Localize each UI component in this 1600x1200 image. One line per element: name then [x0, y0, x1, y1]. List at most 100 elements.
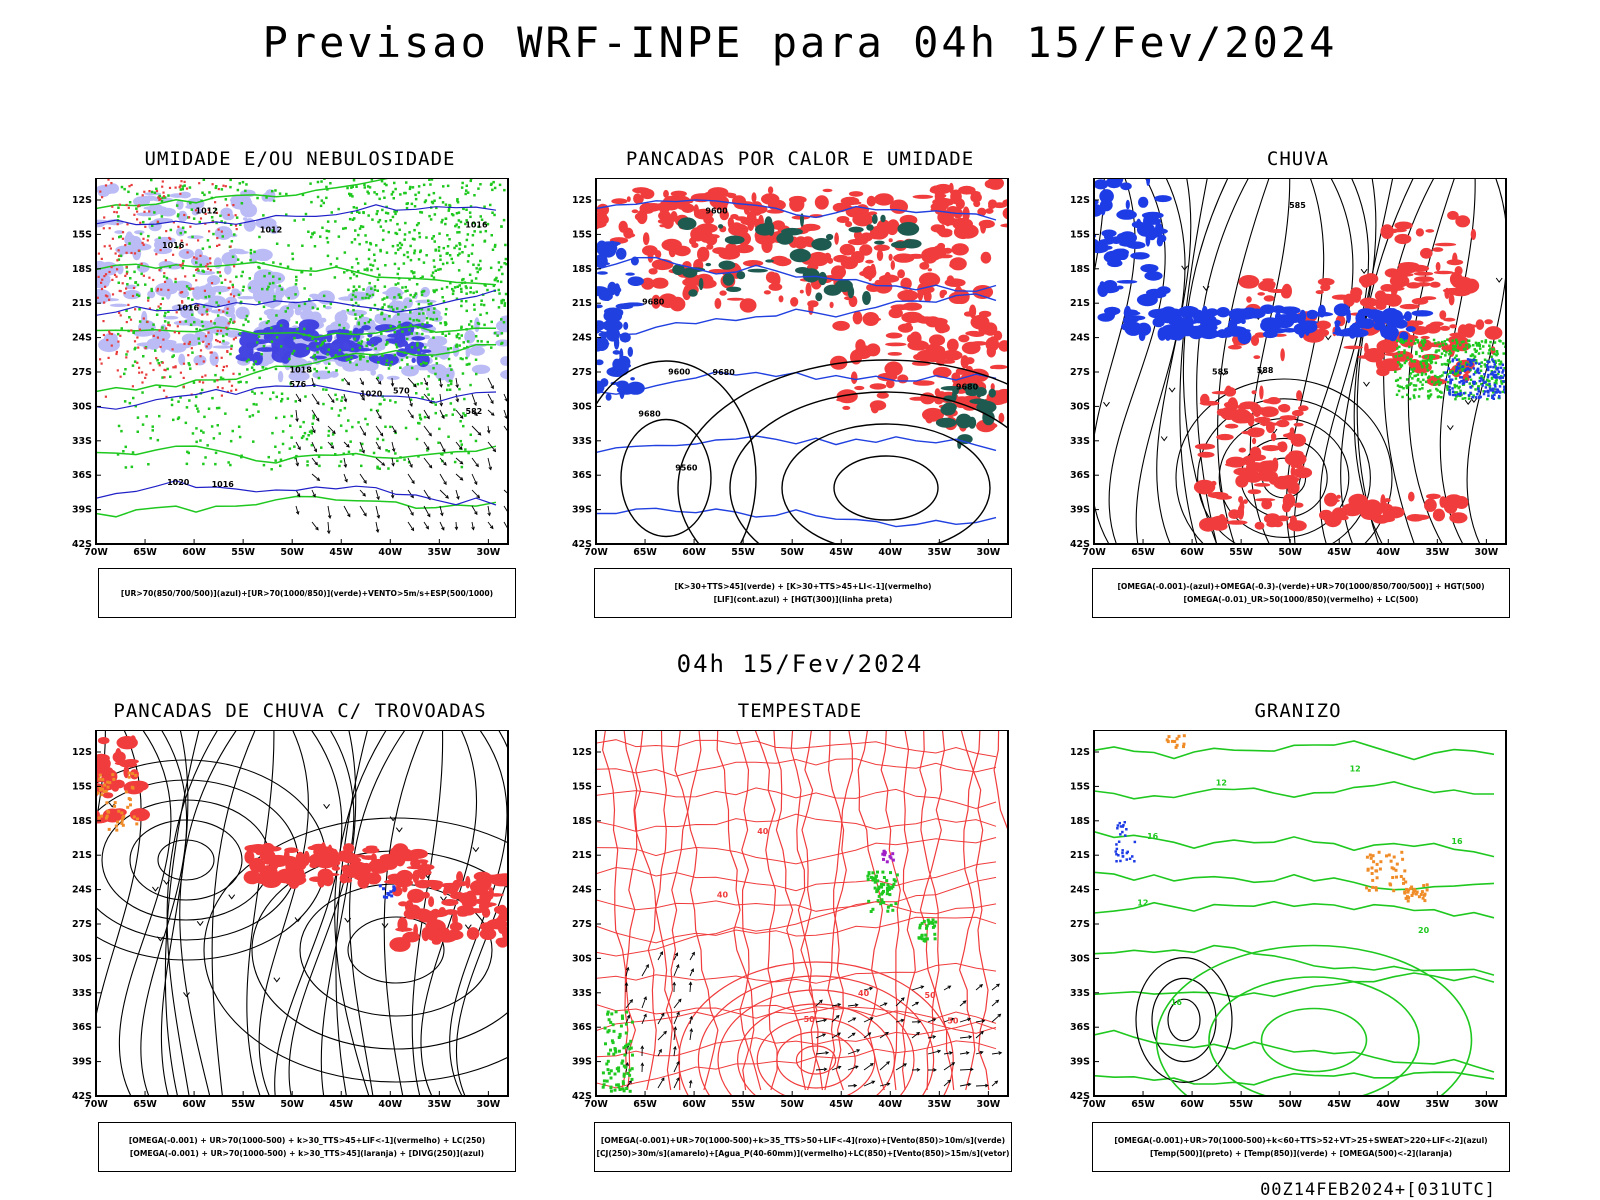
wind-arrowhead	[343, 464, 348, 469]
wind-arrowhead	[428, 432, 432, 437]
wind-vector	[455, 409, 464, 419]
wind-arrowhead	[825, 1051, 830, 1055]
shaded-field	[235, 319, 433, 367]
wind-vector	[815, 1052, 829, 1055]
lat-tick-label: 21S	[572, 850, 592, 861]
wind-arrowhead	[837, 1002, 842, 1007]
map-svg: 1016 1016 1012 1016 1020 1016 1012 1020 576 570 58…	[72, 178, 509, 558]
wind-arrowhead	[967, 1082, 972, 1087]
wind-vector	[407, 377, 417, 388]
lon-tick-label: 70W	[584, 1099, 608, 1110]
wind-vector	[975, 984, 983, 991]
stream-arrow	[1160, 436, 1168, 442]
wind-vector	[439, 377, 442, 387]
lat-tick-label: 24S	[572, 885, 592, 896]
wind-vector	[863, 1017, 873, 1023]
wind-vector	[487, 377, 494, 389]
contour	[596, 837, 997, 865]
stream-arrow	[395, 827, 403, 833]
map-content: 12 12 12 16 16 20 16	[1094, 734, 1495, 1096]
wind-vector	[927, 1050, 941, 1055]
wind-arrowhead	[295, 462, 300, 467]
wind-vector	[455, 457, 463, 465]
wind-arrowhead	[626, 1014, 631, 1019]
legend-box: [OMEGA(-0.001)+UR>70(1000-500)+k<60+TTS>…	[1092, 1122, 1510, 1172]
wind-arrowhead	[837, 1032, 841, 1036]
lon-tick-label: 30W	[977, 547, 1001, 558]
lat-tick-label: 30S	[572, 953, 592, 964]
legend-line: [OMEGA(-0.001) + UR>70(1000-500) + k>30_…	[129, 1149, 485, 1158]
wind-vector	[911, 1001, 919, 1007]
wind-vector	[455, 521, 458, 530]
wind-arrowhead	[455, 384, 459, 389]
wind-vector	[959, 1083, 971, 1087]
wind-arrowhead	[869, 1017, 874, 1021]
contour	[596, 1004, 997, 1024]
wind-vector	[895, 997, 905, 1007]
wind-arrowhead	[410, 512, 414, 516]
wind-vector	[487, 425, 490, 433]
wind-vector	[439, 489, 449, 499]
wind-vector	[657, 951, 663, 961]
lat-tick-label: 33S	[1070, 436, 1090, 447]
streamline	[140, 730, 188, 1096]
wind-arrowhead	[410, 414, 414, 419]
wind-arrowhead	[379, 432, 384, 437]
wind-vector	[487, 521, 494, 529]
wind-arrowhead	[994, 1080, 999, 1085]
wind-arrowhead	[903, 1063, 907, 1067]
contour	[596, 901, 997, 957]
map-tempestade: 40 50 40 50 50 40 70W 65W 60W 55W 50W 45W 40W 35W 30W 1…	[560, 730, 1012, 1140]
wind-arrowhead	[326, 530, 331, 535]
contour	[596, 435, 997, 454]
wind-vector	[689, 1080, 692, 1089]
contour-label: 40	[858, 989, 870, 998]
lon-tick-label: 65W	[1131, 547, 1155, 558]
stream-arrow	[228, 894, 236, 900]
wind-arrowhead	[344, 478, 348, 483]
wind-vector	[311, 425, 316, 433]
wind-vector	[359, 505, 367, 517]
wind-vector	[471, 521, 474, 530]
wind-arrowhead	[916, 1031, 921, 1036]
wind-vector	[295, 409, 298, 422]
contour	[347, 916, 445, 984]
lat-tick-label: 33S	[1070, 988, 1090, 999]
wind-vector	[991, 1052, 1002, 1055]
wind-arrowhead	[413, 383, 417, 388]
wind-arrowhead	[949, 1051, 954, 1055]
wind-arrowhead	[459, 460, 464, 465]
lon-tick-label: 45W	[1327, 1099, 1351, 1110]
wind-arrowhead	[490, 412, 495, 416]
wind-vector	[471, 457, 479, 467]
contour	[596, 739, 997, 758]
wind-vector	[673, 952, 678, 961]
wind-vector	[327, 425, 336, 434]
streamline	[1293, 178, 1354, 544]
wind-arrowhead	[390, 383, 395, 387]
contour	[596, 787, 997, 810]
wind-vector	[943, 1079, 951, 1087]
shaded-field	[96, 735, 508, 952]
contour	[958, 730, 981, 1091]
wind-arrowhead	[445, 495, 449, 499]
wind-arrowhead	[474, 511, 478, 516]
lat-tick-label: 18S	[1070, 816, 1090, 827]
stream-arrow	[1446, 425, 1454, 431]
lat-tick-label: 36S	[572, 1022, 592, 1033]
wind-vector	[295, 505, 299, 515]
contour	[790, 730, 823, 1091]
wind-vector	[343, 505, 351, 517]
speckle-field	[1114, 821, 1137, 863]
lat-tick-label: 24S	[1070, 333, 1090, 344]
wind-vector	[831, 1003, 841, 1007]
contour	[129, 819, 243, 901]
wind-arrowhead	[486, 429, 491, 434]
panel-title: PANCADAS POR CALOR E UMIDADE	[625, 148, 975, 170]
wind-vector	[423, 521, 429, 530]
wind-arrowhead	[471, 526, 475, 531]
closed-contours	[678, 961, 954, 1096]
lat-tick-label: 18S	[572, 264, 592, 275]
wind-vector	[831, 1015, 840, 1023]
lat-tick-label: 15S	[72, 229, 92, 240]
